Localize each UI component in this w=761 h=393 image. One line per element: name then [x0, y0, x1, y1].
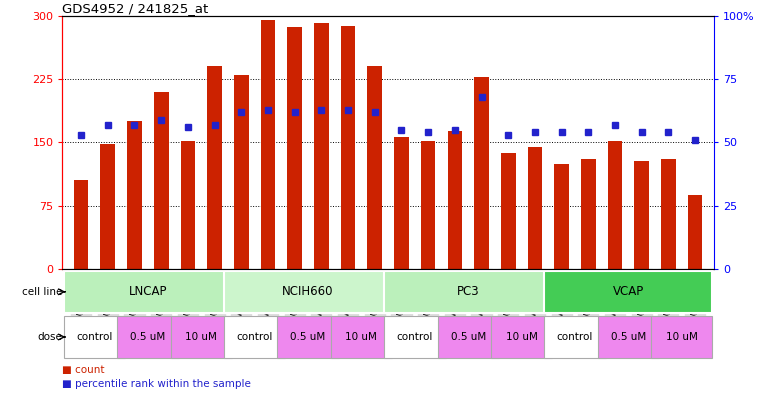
Bar: [447, 132, 462, 269]
Bar: [314, 23, 329, 269]
Bar: [394, 136, 409, 269]
Bar: [207, 66, 222, 269]
Bar: [368, 66, 382, 269]
Text: 10 uM: 10 uM: [505, 332, 537, 342]
Text: PC3: PC3: [457, 285, 479, 298]
Bar: [651, 316, 712, 358]
Text: 0.5 uM: 0.5 uM: [130, 332, 165, 342]
Text: control: control: [237, 332, 272, 342]
Bar: [224, 271, 392, 312]
Bar: [288, 27, 302, 269]
Bar: [180, 141, 196, 269]
Text: control: control: [76, 332, 113, 342]
Bar: [527, 147, 543, 269]
Text: LNCAP: LNCAP: [129, 285, 167, 298]
Bar: [277, 316, 339, 358]
Bar: [74, 180, 88, 269]
Bar: [117, 316, 179, 358]
Bar: [491, 316, 552, 358]
Bar: [234, 75, 249, 269]
Text: 0.5 uM: 0.5 uM: [451, 332, 486, 342]
Bar: [64, 316, 125, 358]
Bar: [421, 141, 435, 269]
Bar: [688, 195, 702, 269]
Text: ■ count: ■ count: [62, 365, 105, 375]
Bar: [474, 77, 489, 269]
Bar: [597, 316, 659, 358]
Bar: [260, 20, 275, 269]
Text: cell line: cell line: [22, 287, 62, 297]
Bar: [581, 160, 596, 269]
Bar: [341, 26, 355, 269]
Bar: [608, 141, 622, 269]
Text: 10 uM: 10 uM: [185, 332, 217, 342]
Text: ■ percentile rank within the sample: ■ percentile rank within the sample: [62, 379, 251, 389]
Text: NCIH660: NCIH660: [282, 285, 334, 298]
Bar: [544, 271, 712, 312]
Bar: [554, 163, 569, 269]
Bar: [100, 144, 115, 269]
Text: GDS4952 / 241825_at: GDS4952 / 241825_at: [62, 2, 209, 15]
Bar: [384, 271, 552, 312]
Text: control: control: [557, 332, 593, 342]
Bar: [544, 316, 606, 358]
Text: 10 uM: 10 uM: [345, 332, 377, 342]
Bar: [501, 153, 516, 269]
Bar: [64, 271, 232, 312]
Text: 10 uM: 10 uM: [666, 332, 698, 342]
Bar: [438, 316, 499, 358]
Bar: [331, 316, 392, 358]
Text: dose: dose: [37, 332, 62, 342]
Bar: [635, 161, 649, 269]
Text: 0.5 uM: 0.5 uM: [291, 332, 326, 342]
Bar: [154, 92, 168, 269]
Text: 0.5 uM: 0.5 uM: [611, 332, 646, 342]
Bar: [661, 160, 676, 269]
Text: control: control: [396, 332, 433, 342]
Bar: [224, 316, 285, 358]
Bar: [127, 121, 142, 269]
Bar: [384, 316, 445, 358]
Text: VCAP: VCAP: [613, 285, 644, 298]
Bar: [170, 316, 232, 358]
